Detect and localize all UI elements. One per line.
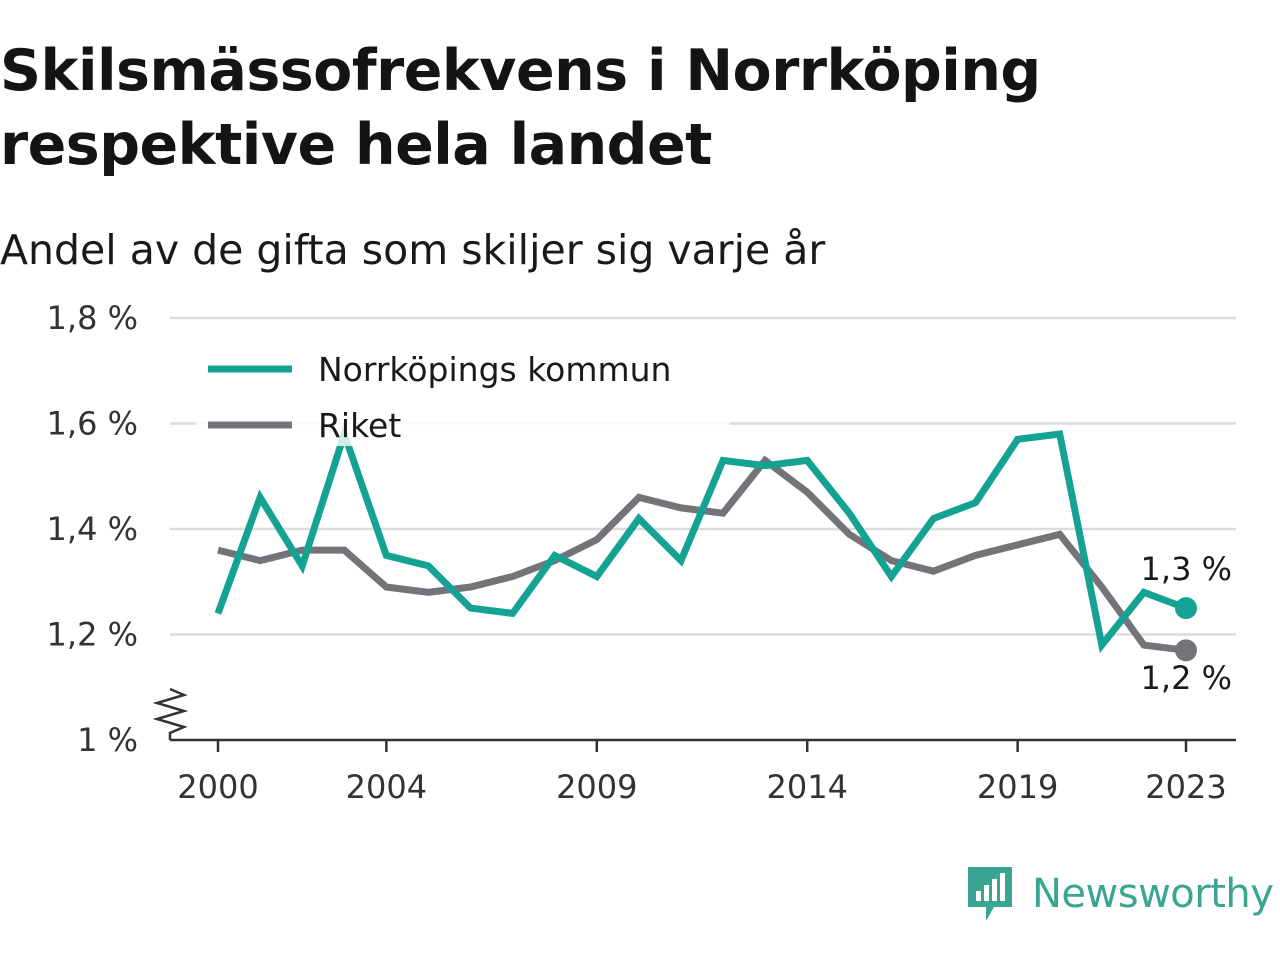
x-tick-label: 2023: [1145, 768, 1226, 806]
y-tick-label: 1 %: [77, 721, 138, 759]
x-tick-label: 2004: [346, 768, 427, 806]
x-tick-label: 2019: [977, 768, 1058, 806]
y-axis-labels: 1 % 1,2 % 1,4 % 1,6 % 1,8 %: [47, 299, 138, 759]
x-tick-label: 2000: [177, 768, 258, 806]
y-tick-label: 1,4 %: [47, 510, 138, 548]
newsworthy-logo-icon: [968, 867, 1012, 921]
end-labels: 1,3 % 1,2 %: [1141, 550, 1232, 697]
y-tick-label: 1,8 %: [47, 299, 138, 337]
x-tick-label: 2014: [766, 768, 847, 806]
end-label-riket: 1,2 %: [1141, 659, 1232, 697]
x-tick-label: 2009: [556, 768, 637, 806]
y-tick-label: 1,2 %: [47, 616, 138, 654]
chart-title: Skilsmässofrekvens i Norrköping respekti…: [0, 38, 1041, 178]
y-axis-break-icon: [152, 687, 189, 740]
x-axis: 2000 2004 2009 2014 2019 2023: [152, 687, 1236, 806]
brand-logo: Newsworthy: [964, 862, 1274, 926]
legend-label-riket: Riket: [318, 406, 401, 445]
brand-name: Newsworthy: [1032, 871, 1274, 917]
chart-subtitle: Andel av de gifta som skiljer sig varje …: [0, 226, 826, 274]
series-lines: [214, 422, 1197, 662]
y-tick-label: 1,6 %: [47, 405, 138, 443]
end-point-riket: [1175, 639, 1197, 662]
series-line-norrkoping: [214, 422, 1188, 654]
legend: Norrköpings kommun Riket: [196, 338, 730, 446]
end-point-norrkoping: [1175, 597, 1197, 620]
legend-label-norrkoping: Norrköpings kommun: [318, 350, 671, 389]
end-label-norrkoping: 1,3 %: [1141, 550, 1232, 588]
